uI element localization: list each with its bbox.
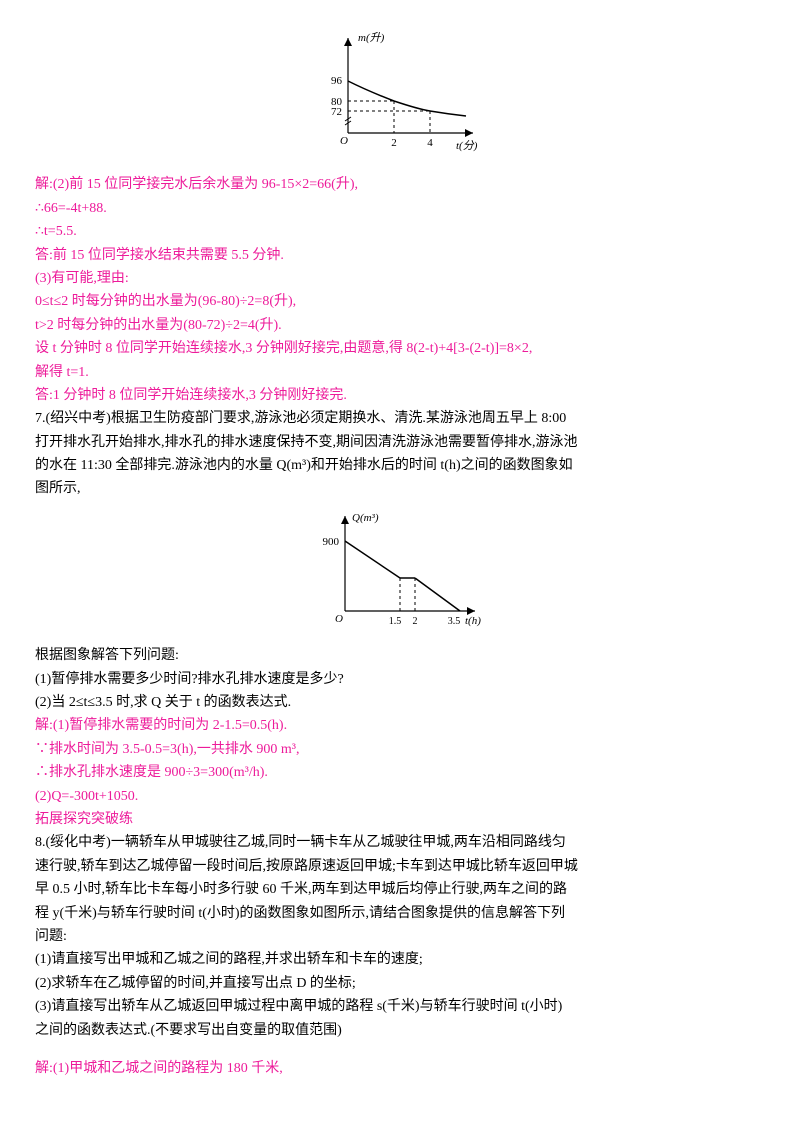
solution-2-line10: 答:1 分钟时 8 位同学开始连续接水,3 分钟刚好接完. <box>35 385 765 407</box>
question-7-line7: (2)当 2≤t≤3.5 时,求 Q 关于 t 的函数表达式. <box>35 692 765 714</box>
solution-2-line7: t>2 时每分钟的出水量为(80-72)÷2=4(升). <box>35 315 765 337</box>
svg-text:t(分): t(分) <box>456 139 478 152</box>
question-7-line5: 根据图象解答下列问题: <box>35 645 765 667</box>
question-8-line4: 程 y(千米)与轿车行驶时间 t(小时)的函数图象如图所示,请结合图象提供的信息… <box>35 903 765 925</box>
solution-7-line3: ∴排水孔排水速度是 900÷3=300(m³/h). <box>35 762 765 784</box>
chart-2-container: 900 1.5 2 3.5 O Q(m³) t(h) <box>35 509 765 637</box>
solution-8-line1: 解:(1)甲城和乙城之间的路程为 180 千米, <box>35 1058 765 1080</box>
question-8-line3: 早 0.5 小时,轿车比卡车每小时多行驶 60 千米,两车到达甲城后均停止行驶,… <box>35 879 765 901</box>
svg-text:1.5: 1.5 <box>389 616 402 627</box>
svg-text:O: O <box>340 135 348 147</box>
question-8-line2: 速行驶,轿车到达乙城停留一段时间后,按原路原速返回甲城;卡车到达甲城比轿车返回甲… <box>35 856 765 878</box>
svg-text:O: O <box>335 613 343 625</box>
chart-1-container: 96 80 72 2 4 O m(升) t(分) <box>35 28 765 166</box>
solution-2-line4: 答:前 15 位同学接水结束共需要 5.5 分钟. <box>35 245 765 267</box>
question-7-line4: 图所示, <box>35 478 765 500</box>
chart-1: 96 80 72 2 4 O m(升) t(分) <box>318 28 483 158</box>
question-8-line1: 8.(绥化中考)一辆轿车从甲城驶往乙城,同时一辆卡车从乙城驶往甲城,两车沿相同路… <box>35 832 765 854</box>
svg-text:72: 72 <box>331 106 342 118</box>
question-7-line3: 的水在 11:30 全部排完.游泳池内的水量 Q(m³)和开始排水后的时间 t(… <box>35 455 765 477</box>
solution-2-line8: 设 t 分钟时 8 位同学开始连续接水,3 分钟刚好接完,由题意,得 8(2-t… <box>35 338 765 360</box>
question-8-line5: 问题: <box>35 926 765 948</box>
section-header-expand: 拓展探究突破练 <box>35 809 765 831</box>
svg-text:2: 2 <box>413 616 418 627</box>
solution-2-line6: 0≤t≤2 时每分钟的出水量为(96-80)÷2=8(升), <box>35 291 765 313</box>
question-8-line8: (3)请直接写出轿车从乙城返回甲城过程中离甲城的路程 s(千米)与轿车行驶时间 … <box>35 996 765 1018</box>
svg-text:Q(m³): Q(m³) <box>352 512 379 524</box>
svg-text:96: 96 <box>331 75 343 87</box>
solution-2-line3: ∴t=5.5. <box>35 221 765 243</box>
solution-7-line2: ∵排水时间为 3.5-0.5=3(h),一共排水 900 m³, <box>35 739 765 761</box>
spacer <box>35 1043 765 1057</box>
solution-2-line9: 解得 t=1. <box>35 362 765 384</box>
solution-2-line5: (3)有可能,理由: <box>35 268 765 290</box>
question-8-line9: 之间的函数表达式.(不要求写出自变量的取值范围) <box>35 1020 765 1042</box>
svg-text:900: 900 <box>323 536 340 548</box>
question-8-line6: (1)请直接写出甲城和乙城之间的路程,并求出轿车和卡车的速度; <box>35 949 765 971</box>
solution-2-line2: ∴66=-4t+88. <box>35 198 765 220</box>
question-8-line7: (2)求轿车在乙城停留的时间,并直接写出点 D 的坐标; <box>35 973 765 995</box>
solution-7-line4: (2)Q=-300t+1050. <box>35 786 765 808</box>
solution-7-line1: 解:(1)暂停排水需要的时间为 2-1.5=0.5(h). <box>35 715 765 737</box>
svg-text:4: 4 <box>427 137 433 149</box>
chart-2: 900 1.5 2 3.5 O Q(m³) t(h) <box>310 509 490 629</box>
question-7-line6: (1)暂停排水需要多少时间?排水孔排水速度是多少? <box>35 669 765 691</box>
svg-text:t(h): t(h) <box>465 615 481 627</box>
svg-text:2: 2 <box>391 137 397 149</box>
question-7-line1: 7.(绍兴中考)根据卫生防疫部门要求,游泳池必须定期换水、清洗.某游泳池周五早上… <box>35 408 765 430</box>
svg-text:m(升): m(升) <box>358 31 385 44</box>
question-7-line2: 打开排水孔开始排水,排水孔的排水速度保持不变,期间因清洗游泳池需要暂停排水,游泳… <box>35 432 765 454</box>
solution-2-line1: 解:(2)前 15 位同学接完水后余水量为 96-15×2=66(升), <box>35 174 765 196</box>
svg-text:3.5: 3.5 <box>448 616 461 627</box>
